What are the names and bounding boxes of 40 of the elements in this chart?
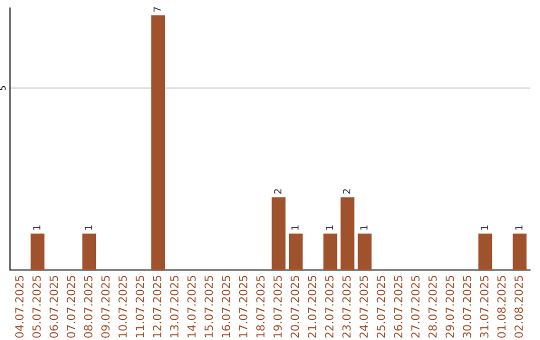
x-tick-label: 21.07.2025 — [308, 276, 316, 338]
x-tick-label: 23.07.2025 — [342, 276, 351, 338]
x-tick-label: 10.07.2025 — [118, 276, 127, 338]
x-tick-label: 29.07.2025 — [446, 276, 454, 338]
x-tick-label: 18.07.2025 — [256, 276, 265, 338]
data-label: 1 — [33, 226, 40, 230]
x-tick-label: 04.07.2025 — [15, 276, 24, 338]
x-tick-label: 20.07.2025 — [290, 276, 300, 338]
x-tick-label: 16.07.2025 — [222, 276, 230, 338]
x-tick-label: 08.07.2025 — [84, 276, 92, 338]
data-label: 1 — [360, 226, 368, 230]
x-tick-label: 11.07.2025 — [136, 276, 144, 338]
x-tick-label: 31.07.2025 — [480, 276, 488, 338]
x-tick-label: 14.07.2025 — [187, 276, 196, 338]
x-tick-label: 01.08.2025 — [497, 276, 506, 338]
x-tick-label: 22.07.2025 — [325, 276, 334, 338]
x-tick-label: 15.07.2025 — [204, 276, 213, 338]
x-tick-label: 02.08.2025 — [514, 276, 523, 338]
x-tick-label: 05.07.2025 — [32, 276, 41, 338]
x-tick-label: 24.07.2025 — [360, 276, 368, 338]
x-tick-label: 19.07.2025 — [273, 276, 282, 338]
data-label: 1 — [291, 226, 299, 230]
x-tick-label: 27.07.2025 — [411, 276, 420, 338]
x-tick-label: 26.07.2025 — [394, 276, 402, 338]
data-label: 1 — [515, 226, 522, 230]
x-tick-label: 28.07.2025 — [428, 276, 437, 338]
x-tick-label: 06.07.2025 — [50, 276, 58, 338]
x-tick-label: 17.07.2025 — [238, 276, 248, 338]
data-label: 1 — [326, 226, 333, 230]
x-tick-label: 09.07.2025 — [101, 276, 110, 338]
x-tick-label: 30.07.2025 — [462, 276, 472, 338]
data-label: 7 — [154, 7, 161, 12]
data-label: 2 — [274, 189, 282, 194]
x-tick-label: 25.07.2025 — [376, 276, 386, 338]
x-tick-label: 07.07.2025 — [66, 276, 76, 338]
x-tick-label: 13.07.2025 — [170, 276, 179, 338]
data-label: 1 — [84, 226, 92, 230]
x-tick-label: 12.07.2025 — [152, 276, 162, 338]
data-label: 1 — [480, 226, 488, 230]
data-label: 2 — [342, 189, 350, 194]
